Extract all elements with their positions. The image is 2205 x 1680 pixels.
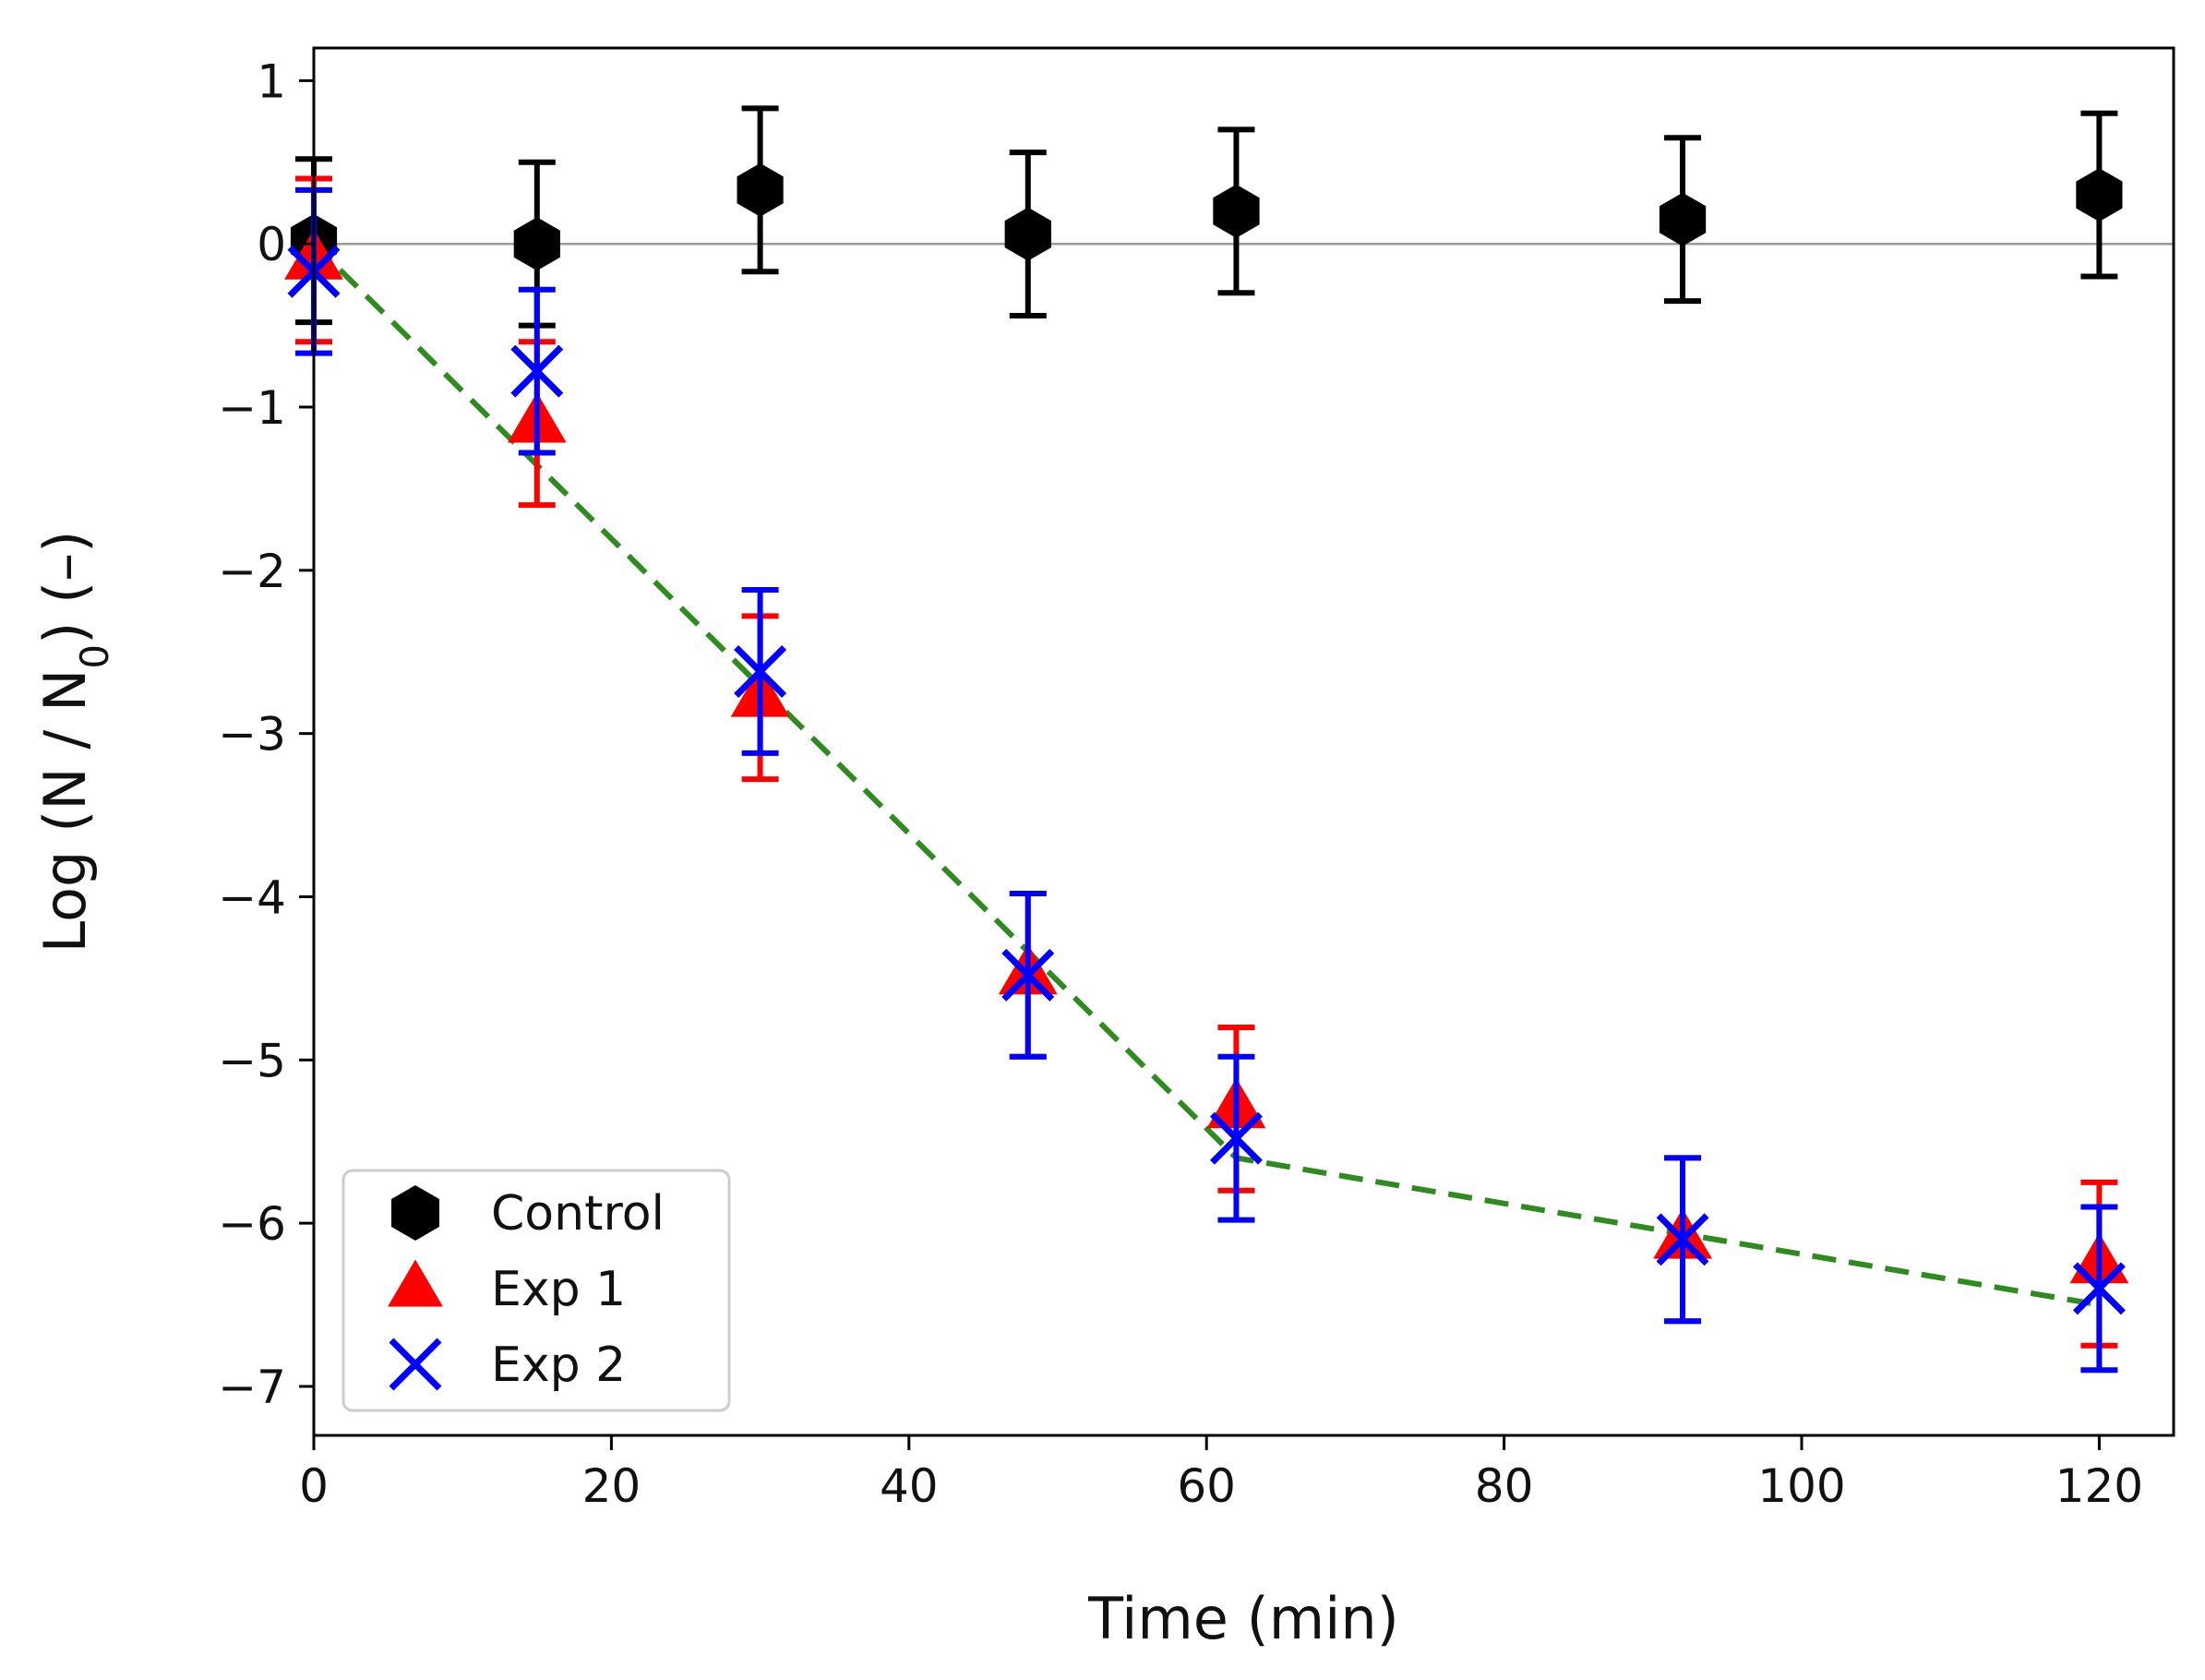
- plot-frame-layer: [312, 46, 2175, 1437]
- y-tick-label: −3: [218, 708, 286, 762]
- axes-layer: 0 20 40 60 80 100 120 1 0 −1 −2 −3 −4 −5 −6 −7 Time (min…: [31, 54, 2143, 1652]
- point-control: [1213, 184, 1260, 238]
- data-series-layer: [284, 105, 2129, 1374]
- point-control: [2076, 168, 2123, 222]
- point-exp-2: [734, 644, 787, 698]
- point-exp-2: [510, 344, 564, 398]
- point-exp-2: [1209, 1111, 1263, 1165]
- legend-item-exp-1: Exp 1: [388, 1259, 626, 1317]
- x-tick-label: 0: [299, 1459, 329, 1513]
- y-tick-label: −1: [218, 381, 286, 435]
- y-tick-label: −7: [218, 1361, 286, 1414]
- legend-label-exp-1: Exp 1: [491, 1262, 626, 1317]
- point-control: [1659, 192, 1707, 246]
- legend: Control Exp 1 Exp 2: [342, 1169, 731, 1412]
- point-control: [513, 217, 560, 271]
- legend-marker-control: [391, 1185, 439, 1241]
- y-tick-label: −4: [218, 870, 286, 924]
- x-tick-label: 20: [582, 1459, 641, 1513]
- y-tick-label: 0: [257, 218, 286, 271]
- series-exp-2: [287, 186, 2126, 1374]
- point-exp-2: [1656, 1213, 1709, 1266]
- point-exp-2: [1001, 948, 1055, 1002]
- y-axis-title: Log (N / N0) (–): [31, 531, 117, 954]
- plot-frame: [312, 46, 2175, 1437]
- point-control: [737, 162, 784, 217]
- legend-marker-exp-1: [388, 1259, 443, 1307]
- legend-box: [342, 1169, 731, 1412]
- legend-label-exp-2: Exp 2: [491, 1338, 626, 1393]
- x-axis-title: Time (min): [1087, 1585, 1399, 1652]
- legend-label-control: Control: [491, 1186, 665, 1242]
- y-tick-label: −6: [218, 1197, 286, 1251]
- series-control: [290, 105, 2123, 329]
- x-tick-label: 120: [2055, 1459, 2143, 1513]
- y-tick-label: −2: [218, 545, 286, 598]
- y-tick-label: −5: [218, 1034, 286, 1087]
- x-tick-label: 100: [1757, 1459, 1845, 1513]
- y-tick-label: 1: [257, 54, 286, 108]
- x-tick-label: 40: [880, 1459, 939, 1513]
- x-tick-label: 60: [1177, 1459, 1236, 1513]
- fit-line: [311, 242, 2100, 1308]
- point-control: [1004, 207, 1051, 261]
- fit-line-layer: [311, 242, 2100, 1308]
- x-tick-label: 80: [1475, 1459, 1534, 1513]
- legend-marker-exp-2: [389, 1338, 442, 1391]
- point-exp-2: [2072, 1262, 2126, 1315]
- legend-item-exp-2: Exp 2: [389, 1338, 626, 1393]
- legend-item-control: Control: [391, 1185, 665, 1242]
